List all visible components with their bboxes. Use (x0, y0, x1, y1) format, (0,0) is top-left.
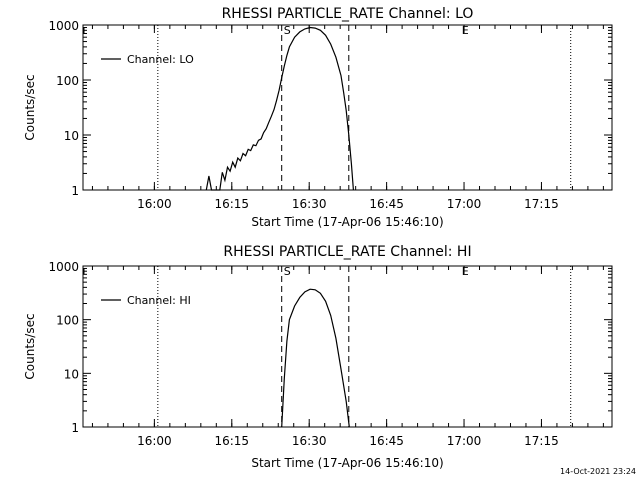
series-line-hi (281, 288, 350, 428)
y-tick-label: 1 (71, 421, 79, 435)
y-tick-label: 1000 (48, 260, 79, 274)
x-tick-label: 17:15 (524, 197, 559, 211)
x-axis-label: Start Time (17-Apr-06 15:46:10) (251, 215, 443, 229)
marker-letter: E (462, 24, 469, 37)
x-tick-label: 16:45 (369, 197, 404, 211)
plot-frame (82, 265, 613, 428)
x-tick-label: 16:30 (292, 197, 327, 211)
x-tick-label: 16:15 (214, 434, 249, 448)
series-line-lo (205, 26, 354, 191)
y-axis-label: Counts/sec (23, 313, 37, 379)
footer-timestamp: 14-Oct-2021 23:24 (560, 467, 636, 476)
x-tick-label: 17:00 (447, 197, 482, 211)
x-tick-label: 17:00 (447, 434, 482, 448)
x-tick-label: 16:00 (137, 197, 172, 211)
chart-title: RHESSI PARTICLE_RATE Channel: LO (222, 6, 474, 22)
x-tick-label: 16:00 (137, 434, 172, 448)
x-tick-label: 16:30 (292, 434, 327, 448)
y-tick-label: 10 (64, 367, 79, 381)
x-axis-label: Start Time (17-Apr-06 15:46:10) (251, 456, 443, 470)
x-tick-label: 17:15 (524, 434, 559, 448)
y-tick-label: 1000 (48, 19, 79, 33)
x-tick-label: 16:45 (369, 434, 404, 448)
y-tick-label: 1 (71, 184, 79, 198)
y-tick-label: 100 (56, 314, 79, 328)
marker-letter: S (284, 24, 291, 37)
legend-label: Channel: LO (127, 53, 194, 66)
legend-label: Channel: HI (127, 294, 191, 307)
chart-panel-lo: RHESSI PARTICLE_RATE Channel: LO Start Ti… (23, 6, 613, 229)
y-tick-label: 100 (56, 74, 79, 88)
y-tick-label: 10 (64, 129, 79, 143)
x-tick-label: 16:15 (214, 197, 249, 211)
plot-frame (82, 24, 613, 191)
chart-panel-hi: RHESSI PARTICLE_RATE Channel: HI Start Ti… (23, 244, 613, 470)
y-axis-label: Counts/sec (23, 74, 37, 140)
marker-letter: E (462, 265, 469, 278)
chart-title: RHESSI PARTICLE_RATE Channel: HI (223, 244, 471, 260)
marker-letter: S (284, 265, 291, 278)
